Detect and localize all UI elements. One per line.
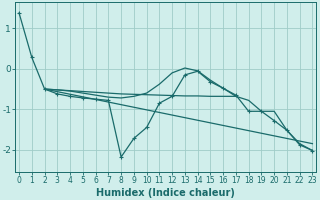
X-axis label: Humidex (Indice chaleur): Humidex (Indice chaleur) <box>96 188 235 198</box>
